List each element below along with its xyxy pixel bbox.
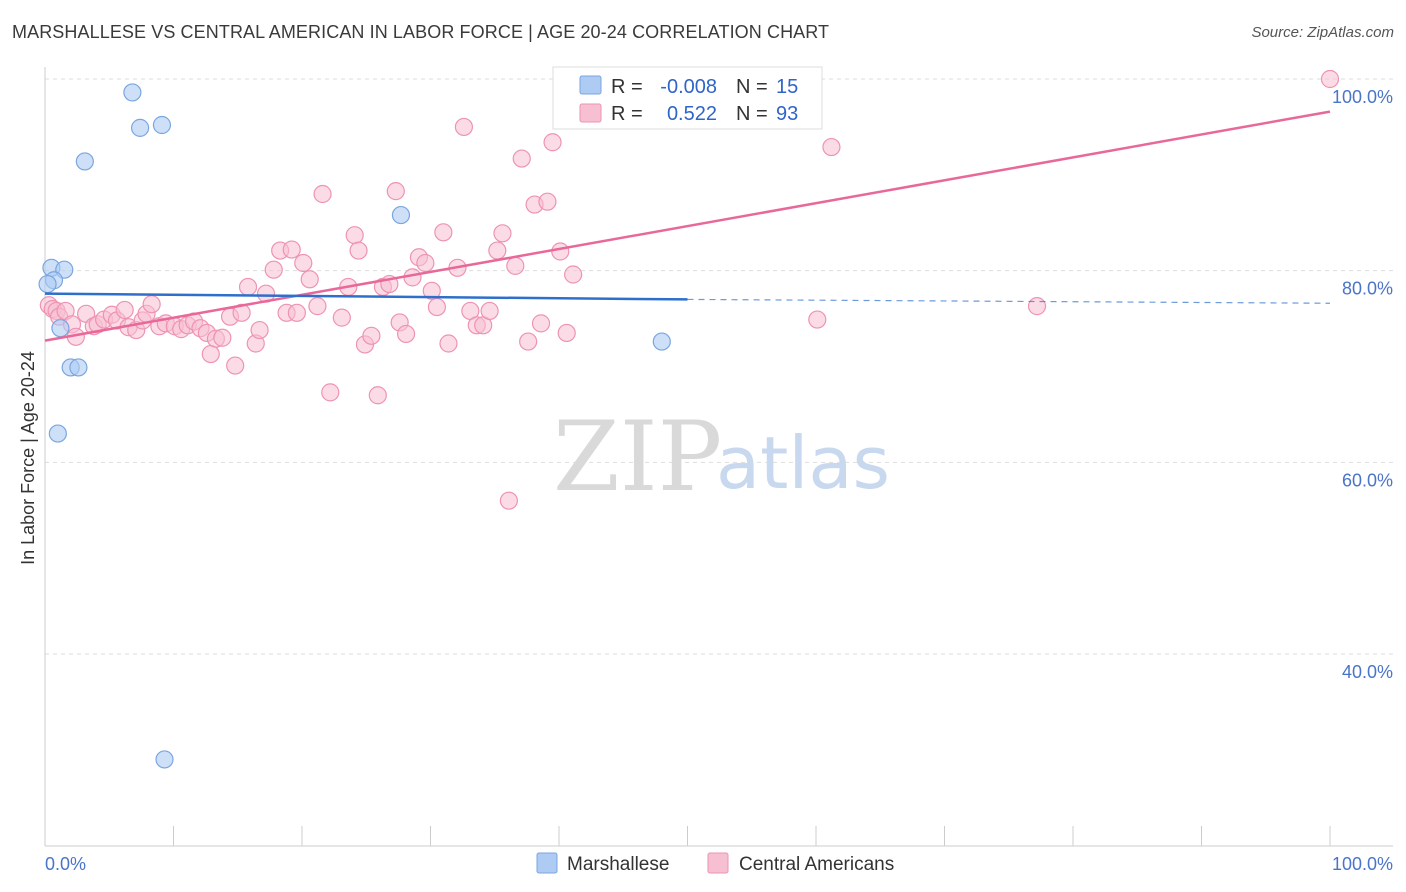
bottom-legend-label-marshallese: Marshallese: [567, 854, 669, 875]
data-point-central-americans: [238, 277, 258, 297]
watermark-atlas: atlas: [716, 421, 890, 505]
legend-r-value-2: 0.522: [667, 103, 717, 125]
data-point-marshallese: [51, 319, 70, 338]
grid-lines: [45, 78, 1393, 655]
legend-swatch-marshallese: [579, 75, 602, 95]
trend-line-central-americans: [44, 110, 1331, 342]
data-point-central-americans: [1027, 297, 1047, 316]
data-point-central-americans: [488, 241, 507, 260]
y-tick-label: 40.0%: [1342, 662, 1393, 682]
data-point-central-americans: [512, 149, 531, 168]
data-point-central-americans: [439, 334, 458, 353]
data-point-marshallese: [652, 332, 671, 351]
y-tick-labels: 40.0% 60.0% 80.0% 100.0%: [1332, 87, 1393, 682]
data-point-marshallese: [69, 358, 88, 377]
legend-r-label-2: R =: [611, 103, 643, 125]
data-point-marshallese: [155, 750, 174, 769]
data-point-marshallese: [130, 118, 150, 137]
series-marshallese: [38, 83, 671, 769]
correlation-legend: R = -0.008 N = 15 R = 0.522 N = 93: [552, 66, 823, 130]
data-point-central-americans: [308, 297, 327, 316]
data-point-marshallese: [48, 424, 67, 443]
bottom-legend-label-central-americans: Central Americans: [739, 854, 894, 875]
watermark: ZIP atlas: [553, 401, 890, 513]
data-point-central-americans: [294, 253, 313, 273]
legend-swatch-central-americans: [579, 103, 602, 123]
x-tick-label: 100.0%: [1332, 854, 1393, 874]
legend-r-label-1: R =: [611, 76, 643, 98]
data-point-central-americans: [386, 182, 405, 201]
data-point-central-americans: [313, 184, 332, 204]
data-point-central-americans: [282, 240, 301, 259]
data-point-central-americans: [332, 308, 351, 327]
data-point-central-americans: [264, 260, 283, 279]
data-point-central-americans: [454, 117, 474, 137]
data-point-central-americans: [422, 281, 441, 300]
trend-line-marshallese: [44, 292, 688, 301]
y-axis-title: In Labor Force | Age 20-24: [18, 351, 38, 565]
data-point-central-americans: [493, 224, 512, 243]
data-point-central-americans: [1320, 69, 1340, 89]
axes: [44, 67, 1393, 847]
legend-n-value-1: 15: [776, 76, 798, 98]
data-point-central-americans: [822, 137, 841, 157]
data-point-central-americans: [300, 270, 319, 289]
bottom-legend-swatch-marshallese: [536, 852, 558, 874]
y-tick-label: 100.0%: [1332, 87, 1393, 107]
data-point-central-americans: [362, 326, 381, 345]
data-point-central-americans: [368, 386, 387, 405]
series-legend: Marshallese Central Americans: [536, 852, 894, 875]
data-point-central-americans: [213, 328, 232, 347]
data-point-central-americans: [538, 192, 557, 211]
x-tick-labels: 0.0% 100.0%: [45, 854, 1393, 874]
data-point-central-americans: [557, 323, 576, 343]
data-point-central-americans: [564, 265, 583, 284]
legend-n-label-1: N =: [736, 76, 768, 98]
source-credit: Source: ZipAtlas.com: [1251, 24, 1394, 41]
trend-lines: [44, 110, 1331, 342]
data-point-central-americans: [808, 310, 827, 329]
data-point-central-americans: [416, 253, 435, 273]
chart-title: MARSHALLESE VS CENTRAL AMERICAN IN LABOR…: [12, 22, 830, 42]
data-point-central-americans: [345, 226, 364, 245]
data-point-central-americans: [506, 256, 525, 275]
data-point-central-americans: [226, 356, 245, 375]
bottom-legend-swatch-central-americans: [707, 852, 729, 874]
y-tick-label: 80.0%: [1342, 279, 1393, 299]
data-point-marshallese: [75, 152, 94, 171]
data-point-central-americans: [519, 332, 538, 351]
data-point-central-americans: [115, 300, 134, 320]
legend-r-value-1: -0.008: [660, 76, 717, 98]
watermark-zip: ZIP: [553, 401, 722, 513]
data-point-central-americans: [543, 133, 562, 152]
legend-n-label-2: N =: [736, 103, 768, 125]
data-point-central-americans: [480, 301, 499, 321]
data-point-central-americans: [349, 241, 368, 260]
data-point-central-americans: [321, 383, 340, 402]
data-point-marshallese: [38, 274, 57, 294]
data-point-central-americans: [201, 344, 220, 364]
x-tick-label: 0.0%: [45, 854, 86, 874]
data-point-marshallese: [391, 205, 411, 225]
legend-n-value-2: 93: [776, 103, 798, 125]
data-point-central-americans: [396, 324, 416, 344]
data-point-central-americans: [287, 303, 306, 322]
trend-line-marshallese-extension: [687, 298, 1331, 304]
y-tick-label: 60.0%: [1342, 470, 1393, 490]
data-point-central-americans: [531, 314, 551, 333]
data-point-central-americans: [142, 295, 161, 314]
data-point-central-americans: [499, 491, 518, 510]
data-point-central-americans: [250, 320, 269, 340]
data-point-marshallese: [152, 115, 172, 135]
data-point-marshallese: [123, 83, 142, 102]
data-point-central-americans: [551, 242, 570, 261]
data-point-central-americans: [427, 297, 447, 317]
data-point-central-americans: [434, 223, 453, 242]
